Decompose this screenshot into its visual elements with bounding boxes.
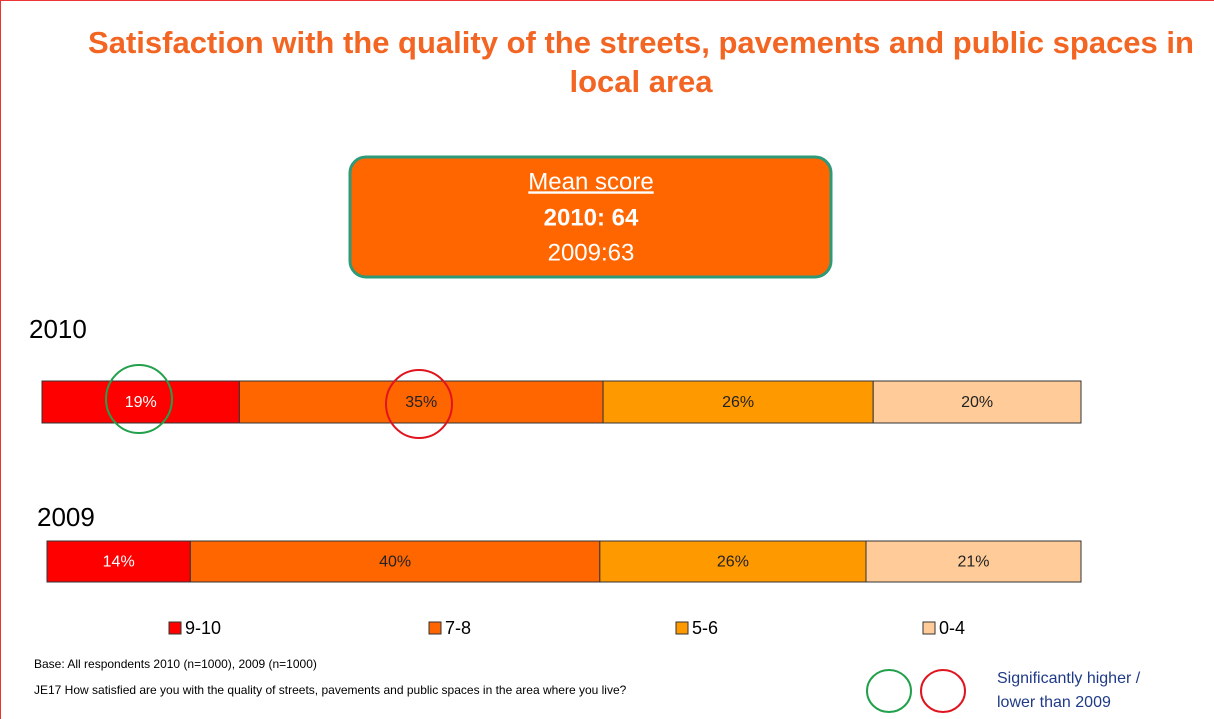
bar-segment [599,540,867,583]
bar-segment [872,380,1082,424]
mean-heading: Mean score [528,168,653,195]
mean-previous: 2009:63 [548,239,635,266]
legend-swatch [675,621,689,635]
value-label: 40% [379,554,411,571]
mean-box [348,155,833,279]
value-label: 19% [125,394,157,411]
mean-current: 2010: 64 [544,204,639,231]
value-label: 21% [957,554,989,571]
lower-icon [920,669,966,713]
category-label: 2009 [37,502,95,532]
significance-text: Significantly higher / [997,670,1141,687]
legend-label: 5-6 [692,618,718,638]
significance-text: lower than 2009 [997,694,1111,711]
value-label: 35% [405,394,437,411]
bar-segment [46,540,191,583]
bar-segment [238,380,604,424]
footnote: Base: All respondents 2010 (n=1000), 200… [34,657,317,671]
value-label: 26% [722,394,754,411]
footnote: JE17 How satisfied are you with the qual… [34,683,627,697]
value-label: 14% [103,554,135,571]
bar-segment [865,540,1082,583]
higher-icon [866,669,912,713]
bar-segment [602,380,874,424]
legend-swatch [922,621,936,635]
legend-label: 9-10 [185,618,221,638]
significance-higher [105,364,173,434]
category-label: 2010 [29,314,87,344]
value-label: 26% [717,554,749,571]
bar-segment [41,380,240,424]
bar-segment [189,540,601,583]
legend-label: 7-8 [445,618,471,638]
legend-swatch [428,621,442,635]
legend-swatch [168,621,182,635]
value-label: 20% [961,394,993,411]
legend-label: 0-4 [939,618,965,638]
significance-lower [385,369,453,439]
chart-title: Satisfaction with the quality of the str… [88,25,1194,99]
